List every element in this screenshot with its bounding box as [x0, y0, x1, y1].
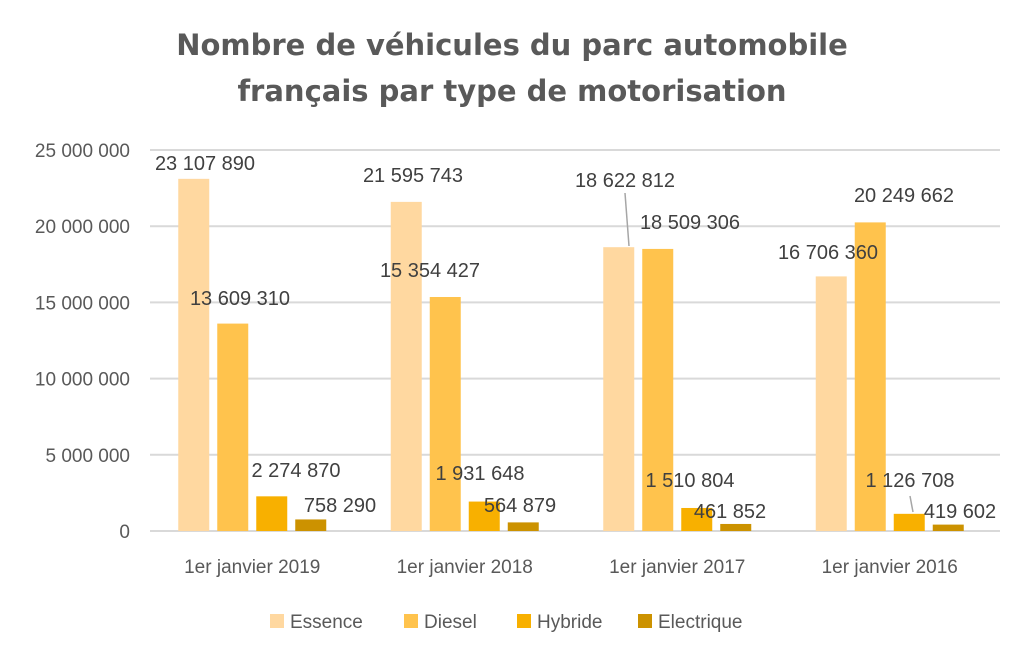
bar-diesel: [642, 248, 674, 531]
chart-title-line-2: français par type de motorisation: [237, 74, 786, 108]
legend-item-hybride: Hybride: [517, 612, 602, 633]
legend-label: Electrique: [658, 612, 743, 633]
legend-item-essence: Essence: [270, 612, 363, 633]
x-tick-label: 1er janvier 2016: [822, 557, 958, 578]
legend-label: Diesel: [424, 612, 477, 633]
x-tick-label: 1er janvier 2017: [609, 557, 745, 578]
bar-electrique: [932, 524, 964, 531]
bar-essence: [603, 247, 635, 531]
legend-swatch: [638, 614, 652, 628]
x-tick-label: 1er janvier 2018: [397, 557, 533, 578]
bar-electrique: [507, 522, 539, 531]
bar-diesel: [217, 323, 249, 531]
x-tick-label: 1er janvier 2019: [184, 557, 320, 578]
data-label: 2 274 870: [252, 460, 341, 482]
y-tick-label: 15 000 000: [35, 293, 130, 314]
bar-electrique: [720, 523, 752, 531]
data-label: 1 126 708: [866, 470, 955, 492]
bar-hybride: [256, 496, 288, 531]
data-label: 461 852: [694, 501, 766, 523]
bar-hybride: [893, 513, 925, 531]
bar-hybride: [681, 507, 713, 531]
legend-swatch: [517, 614, 531, 628]
leader-line: [909, 495, 914, 513]
data-label: 15 354 427: [380, 260, 480, 282]
bar-diesel: [429, 296, 461, 531]
bar-hybride: [468, 501, 500, 531]
data-label: 1 931 648: [436, 463, 525, 485]
legend-label: Essence: [290, 612, 363, 633]
y-tick-label: 0: [119, 522, 130, 543]
data-label: 13 609 310: [190, 288, 290, 310]
legend-swatch: [270, 614, 284, 628]
bar-essence: [815, 276, 847, 531]
data-label: 16 706 360: [778, 242, 878, 264]
legend-item-diesel: Diesel: [404, 612, 477, 633]
data-label: 18 622 812: [575, 170, 675, 192]
bar-diesel: [854, 222, 886, 532]
legend-item-electrique: Electrique: [638, 612, 743, 633]
data-label: 18 509 306: [640, 212, 740, 234]
y-tick-label: 20 000 000: [35, 217, 130, 238]
legend-label: Hybride: [537, 612, 602, 633]
chart-title-line-1: Nombre de véhicules du parc automobile: [176, 28, 848, 62]
y-tick-label: 25 000 000: [35, 141, 130, 162]
data-label: 23 107 890: [155, 153, 255, 175]
bar-essence: [178, 178, 210, 531]
legend-swatch: [404, 614, 418, 628]
y-tick-label: 5 000 000: [45, 446, 130, 467]
bar-electrique: [295, 519, 327, 531]
y-tick-label: 10 000 000: [35, 370, 130, 391]
leader-line: [624, 192, 630, 247]
bar-essence: [390, 201, 422, 532]
data-label: 1 510 804: [646, 470, 735, 492]
data-label: 564 879: [484, 495, 556, 517]
data-label: 21 595 743: [363, 165, 463, 187]
data-label: 419 602: [924, 501, 996, 523]
data-label: 758 290: [304, 495, 376, 517]
data-label: 20 249 662: [854, 185, 954, 207]
